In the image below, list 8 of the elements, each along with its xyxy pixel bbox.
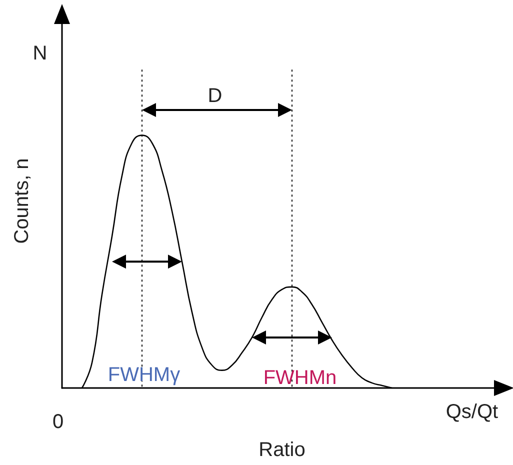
text: D bbox=[208, 85, 222, 108]
annotation: FWHMn bbox=[263, 367, 337, 389]
annotation: FWHMγ bbox=[108, 364, 180, 386]
y-axis-title: Counts, n bbox=[11, 158, 33, 244]
text: Qs/Qt bbox=[446, 401, 499, 423]
text: N bbox=[32, 42, 48, 64]
text: 0 bbox=[52, 411, 64, 433]
x-axis-title: Ratio bbox=[258, 439, 306, 461]
